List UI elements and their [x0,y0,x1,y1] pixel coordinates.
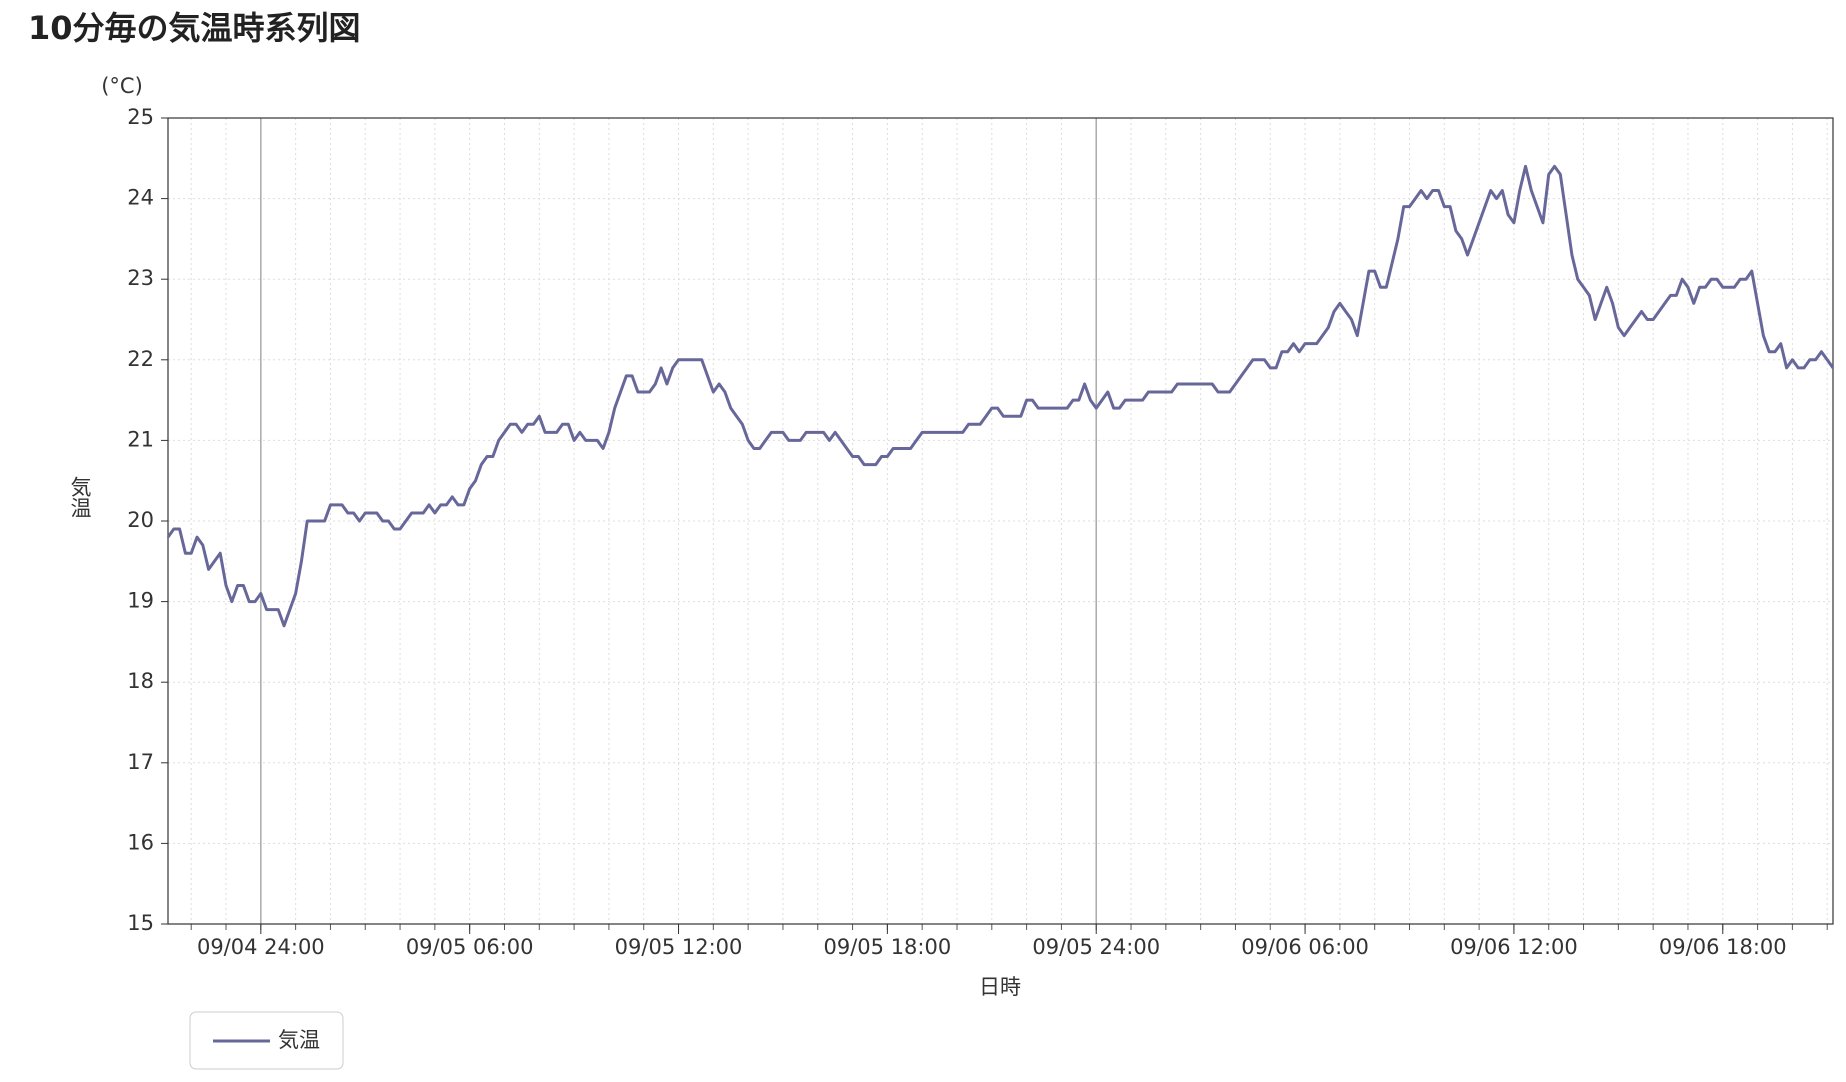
y-tick-label: 25 [127,105,154,129]
y-tick-label: 15 [127,911,154,935]
y-tick-label: 20 [127,508,154,532]
plot-frame [167,117,1834,925]
legend-label: 気温 [278,1028,320,1052]
y-axis-label: 気温 [68,476,92,518]
y-tick-label: 16 [127,830,154,854]
x-tick-label: 09/05 06:00 [406,935,534,959]
x-tick-label: 09/05 12:00 [615,935,743,959]
line [166,164,1835,628]
y-tick-label: 21 [127,427,154,451]
x-tick-label: 09/06 06:00 [1241,935,1369,959]
chart-title: 10分毎の気温時系列図 [28,9,361,47]
y-tick-label: 24 [127,186,154,210]
x-axis-label: 日時 [979,975,1021,999]
y-tick-label: 17 [127,750,154,774]
y-tick-label: 18 [127,669,154,693]
x-tick-label: 09/06 12:00 [1450,935,1578,959]
y-tick-label: 19 [127,589,154,613]
y-tick-label: 22 [127,347,154,371]
x-tick-label: 09/04 24:00 [197,935,325,959]
x-tick-label: 09/06 18:00 [1659,935,1787,959]
y-tick-label: 23 [127,266,154,290]
x-tick-label: 09/05 18:00 [824,935,952,959]
x-tick-label: 09/05 24:00 [1032,935,1160,959]
y-unit: (°C) [101,74,143,98]
